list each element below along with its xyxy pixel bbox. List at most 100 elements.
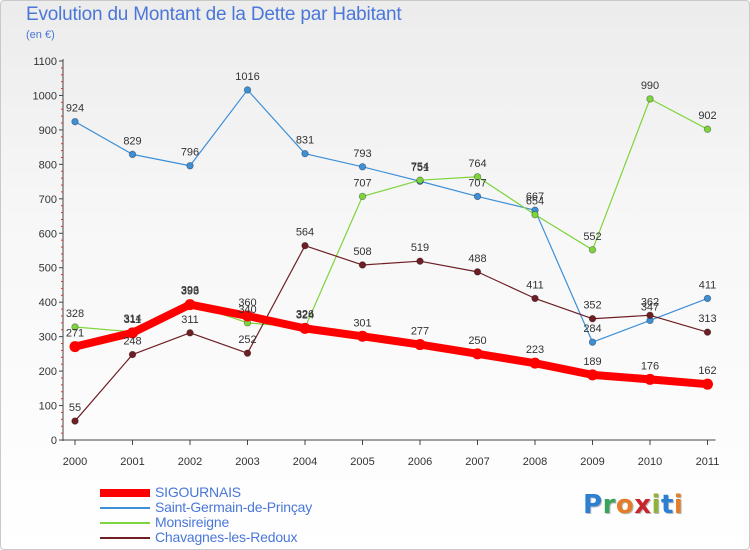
data-point [69, 341, 81, 353]
data-label: 277 [411, 326, 429, 338]
data-label: 564 [296, 227, 314, 239]
legend-swatch [100, 488, 150, 497]
data-point [646, 311, 654, 319]
logo-letter: t [660, 490, 674, 520]
data-point [416, 176, 424, 184]
data-label: 248 [123, 336, 141, 348]
series-line [71, 300, 712, 389]
data-label: 488 [468, 253, 486, 265]
y-tick-label: 300 [39, 332, 57, 344]
data-label: 352 [583, 300, 601, 312]
y-tick-label: 900 [39, 125, 57, 137]
data-label: 252 [238, 334, 256, 346]
data-point [242, 310, 253, 322]
data-point [127, 327, 138, 339]
data-point [531, 294, 539, 303]
logo-letter: i [673, 490, 684, 520]
data-label: 284 [583, 323, 601, 335]
data-label: 362 [641, 296, 659, 308]
data-label: 1016 [235, 71, 259, 83]
data-point [71, 323, 79, 331]
data-label: 328 [66, 308, 84, 320]
data-label: 189 [583, 356, 601, 368]
x-tick-label: 2008 [523, 456, 547, 468]
data-label: 831 [296, 135, 314, 147]
data-label: 314 [123, 313, 141, 325]
data-label: 667 [526, 191, 544, 203]
chart-title: Evolution du Montant de la Dette par Hab… [26, 4, 402, 25]
x-tick-label: 2000 [63, 456, 87, 468]
data-point [473, 192, 482, 201]
data-point [71, 417, 79, 425]
data-label: 176 [641, 360, 659, 372]
data-point [529, 357, 541, 369]
x-tick-label: 2011 [696, 456, 720, 468]
x-tick-label: 2005 [350, 456, 374, 468]
logo-letter: P [583, 490, 603, 520]
data-point [473, 173, 482, 181]
data-point [644, 373, 656, 385]
data-label: 990 [641, 80, 659, 92]
series-line [74, 98, 709, 333]
data-label: 411 [699, 279, 717, 291]
logo-letter: i [651, 490, 661, 520]
legend-label: Chavagnes-les-Redoux [155, 529, 298, 545]
data-label: 751 [411, 162, 429, 174]
data-point [128, 350, 137, 359]
series-sigournais [69, 299, 713, 390]
x-tick-label: 2007 [465, 456, 489, 468]
data-point [358, 192, 367, 201]
data-label: 707 [468, 177, 486, 189]
data-label: 347 [641, 301, 659, 313]
series-line [74, 89, 709, 343]
data-label: 393 [181, 286, 199, 298]
data-point [531, 210, 539, 219]
data-point [243, 349, 252, 357]
y-tick-label: 400 [39, 297, 57, 309]
x-tick-label: 2009 [580, 456, 604, 468]
data-label: 271 [66, 328, 84, 340]
data-point [358, 261, 367, 269]
data-point [128, 150, 137, 159]
y-tick-label: 600 [39, 228, 57, 240]
data-point [473, 268, 482, 276]
data-point [186, 329, 194, 337]
y-tick-label: 0 [51, 435, 57, 447]
data-point [646, 95, 654, 103]
data-label: 829 [123, 135, 141, 147]
data-point [299, 322, 311, 334]
data-label: 162 [698, 365, 716, 377]
x-tick-label: 2003 [235, 456, 259, 468]
x-tick-label: 2004 [293, 456, 317, 468]
data-label: 924 [66, 103, 84, 115]
chart-unit: (en €) [26, 29, 55, 41]
legend-swatch [100, 506, 150, 509]
data-point [703, 328, 712, 336]
data-label: 326 [296, 309, 314, 321]
data-point [301, 241, 309, 250]
data-point [472, 348, 483, 360]
data-point [587, 369, 598, 381]
data-label: 396 [181, 285, 199, 297]
logo-letter: x [634, 490, 652, 520]
x-tick-label: 2010 [638, 456, 662, 468]
data-label: 707 [353, 177, 371, 189]
y-tick-label: 1000 [33, 90, 57, 102]
data-label: 301 [353, 317, 371, 329]
data-point [186, 162, 194, 170]
data-label: 508 [353, 246, 371, 258]
data-label: 754 [411, 161, 429, 173]
series-line [74, 245, 709, 422]
data-point [357, 330, 368, 342]
x-tick-label: 2001 [120, 456, 144, 468]
legend-label: Saint-Germain-de-Prinçay [155, 499, 313, 515]
data-point [588, 315, 597, 323]
legend-swatch [100, 521, 150, 524]
data-label: 340 [238, 304, 256, 316]
y-tick-label: 700 [39, 194, 57, 206]
legend-swatch [100, 536, 150, 539]
data-label: 519 [411, 242, 429, 254]
data-label: 793 [353, 148, 371, 160]
